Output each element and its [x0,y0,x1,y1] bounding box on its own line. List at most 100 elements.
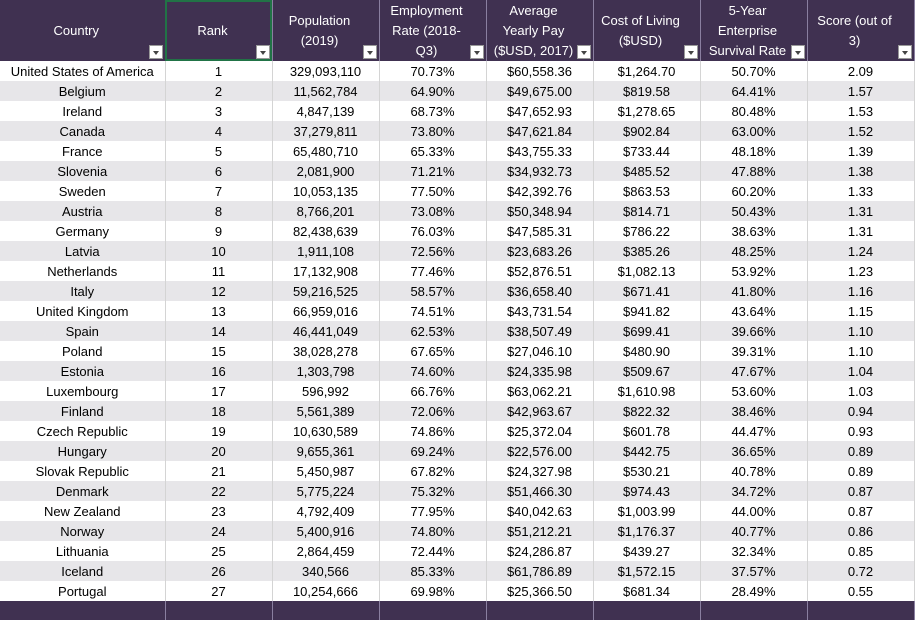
table-row: Hungary 20 9,655,361 69.24% $22,576.00 $442.7… [0,441,915,461]
table-cell: 41.80% [700,281,808,301]
table-cell: 2.09 [807,61,915,81]
table-cell: 11 [165,261,273,281]
table-cell: 67.82% [379,461,487,481]
table-cell: 25 [165,541,273,561]
table-cell: 53.92% [700,261,808,281]
table-cell: Czech Republic [0,421,166,441]
table-cell: Luxembourg [0,381,166,401]
table-cell: 74.80% [379,521,487,541]
table-cell: $1,610.98 [593,381,701,401]
table-cell: 74.86% [379,421,487,441]
table-cell: 72.44% [379,541,487,561]
table-cell: $681.34 [593,581,701,601]
table-cell: $49,675.00 [486,81,594,101]
table-cell: 38,028,278 [272,341,380,361]
table-cell: 73.08% [379,201,487,221]
footer-cell [486,601,594,620]
filter-button[interactable] [790,45,805,59]
table-cell: 329,093,110 [272,61,380,81]
table-cell: 2,081,900 [272,161,380,181]
table-cell: $50,348.94 [486,201,594,221]
table-cell: 6 [165,161,273,181]
table-cell: 0.93 [807,421,915,441]
table-cell: 11,562,784 [272,81,380,101]
table-cell: 69.98% [379,581,487,601]
table-cell: Estonia [0,361,166,381]
table-cell: $24,286.87 [486,541,594,561]
table-cell: 1.39 [807,141,915,161]
column-header: 5-Year Enterprise Survival Rate [700,0,808,61]
table-cell: 59,216,525 [272,281,380,301]
table-cell: Iceland [0,561,166,581]
table-cell: 5,561,389 [272,401,380,421]
table-cell: 34.72% [700,481,808,501]
table-cell: 38.63% [700,221,808,241]
table-cell: 1.57 [807,81,915,101]
table-cell: 1.24 [807,241,915,261]
table-cell: $1,003.99 [593,501,701,521]
table-cell: 62.53% [379,321,487,341]
table-cell: 43.64% [700,301,808,321]
table-cell: $38,507.49 [486,321,594,341]
header-text: Population (2019) [288,12,351,48]
table-cell: Slovak Republic [0,461,166,481]
table-cell: 71.21% [379,161,487,181]
filter-button[interactable] [897,45,912,59]
table-cell: 74.51% [379,301,487,321]
table-row: France 5 65,480,710 65.33% $43,755.33 $733.44… [0,141,915,161]
table-row: Slovenia 6 2,081,900 71.21% $34,932.73 $485.5… [0,161,915,181]
table-cell: 1.23 [807,261,915,281]
filter-button[interactable] [683,45,698,59]
table-cell: 10,630,589 [272,421,380,441]
table-cell: 53.60% [700,381,808,401]
filter-button[interactable] [469,45,484,59]
table-cell: 85.33% [379,561,487,581]
table-cell: 10 [165,241,273,261]
header-text: Score (out of 3) [817,12,892,48]
table-cell: $485.52 [593,161,701,181]
table-cell: 82,438,639 [272,221,380,241]
table-cell: Slovenia [0,161,166,181]
table-cell: $23,683.26 [486,241,594,261]
table-cell: 36.65% [700,441,808,461]
table-cell: 17,132,908 [272,261,380,281]
table-cell: 72.56% [379,241,487,261]
table-cell: Finland [0,401,166,421]
table-cell: 77.46% [379,261,487,281]
table-cell: 32.34% [700,541,808,561]
table-cell: 0.72 [807,561,915,581]
table-cell: $63,062.21 [486,381,594,401]
table-cell: 0.85 [807,541,915,561]
table-cell: 40.77% [700,521,808,541]
table-cell: Austria [0,201,166,221]
table-cell: 21 [165,461,273,481]
table-cell: $47,652.93 [486,101,594,121]
table-cell: 2,864,459 [272,541,380,561]
table-row: Canada 4 37,279,811 73.80% $47,621.84 $902.84… [0,121,915,141]
table-cell: 72.06% [379,401,487,421]
table-cell: Netherlands [0,261,166,281]
filter-button[interactable] [362,45,377,59]
filter-button[interactable] [255,45,270,59]
table-cell: $814.71 [593,201,701,221]
table-cell: 0.55 [807,581,915,601]
table-cell: $863.53 [593,181,701,201]
table-row: Lithuania 25 2,864,459 72.44% $24,286.87 $439… [0,541,915,561]
table-cell: 38.46% [700,401,808,421]
filter-button[interactable] [148,45,163,59]
filter-button[interactable] [576,45,591,59]
table-row: Portugal 27 10,254,666 69.98% $25,366.50 $681… [0,581,915,601]
table-cell: 39.66% [700,321,808,341]
table-cell: $699.41 [593,321,701,341]
table-row: Belgium 2 11,562,784 64.90% $49,675.00 $819.5… [0,81,915,101]
table-cell: 1.15 [807,301,915,321]
table-cell: 1 [165,61,273,81]
table-cell: 77.50% [379,181,487,201]
table-cell: 2 [165,81,273,101]
table-cell: 9 [165,221,273,241]
column-header: Score (out of 3) [807,0,915,61]
table-cell: 50.70% [700,61,808,81]
